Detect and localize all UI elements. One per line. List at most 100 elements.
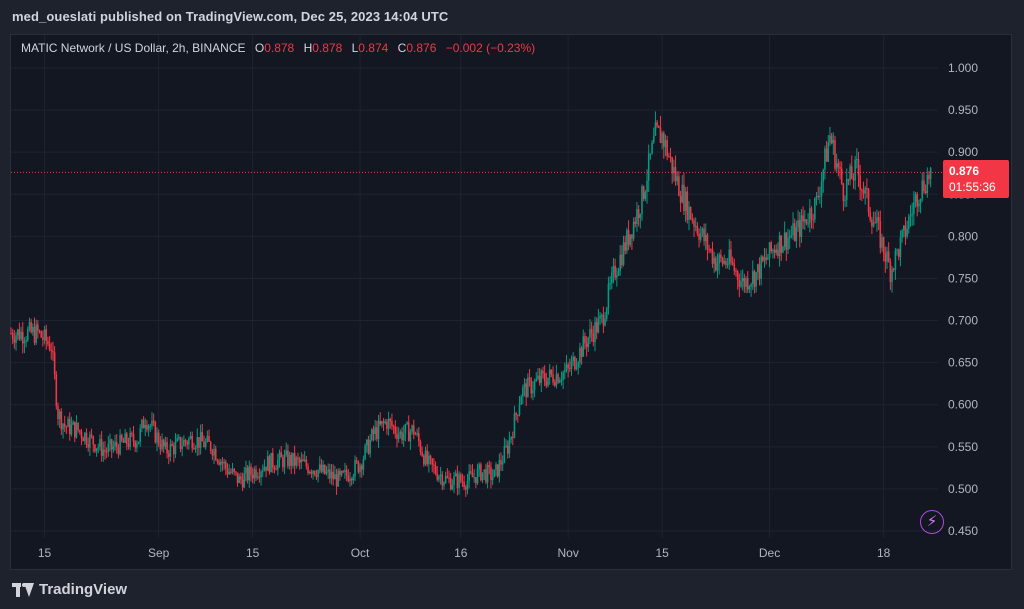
close-label: C [397, 41, 407, 55]
candle-body [221, 461, 224, 464]
candle-body [595, 322, 598, 333]
candle-body [815, 196, 818, 198]
candle-body [731, 262, 734, 265]
candle-body [892, 268, 895, 270]
candle-body [218, 461, 220, 465]
candle-body [416, 433, 418, 435]
candle-body [209, 441, 212, 452]
candle-body [329, 469, 331, 479]
y-tick-label: 1.000 [948, 61, 978, 75]
candle-body [716, 263, 719, 271]
candle-body [493, 469, 496, 478]
candle-body [565, 364, 568, 371]
candle-body [102, 449, 105, 456]
candle-body [459, 474, 462, 482]
candle-body [384, 421, 387, 424]
candle-body [417, 433, 420, 442]
candle-body [20, 331, 22, 340]
candle-body [389, 418, 392, 421]
candle-body [743, 277, 746, 288]
candle-body [511, 436, 514, 438]
candle-body [287, 450, 289, 467]
candle-body [668, 156, 670, 158]
candle-body [439, 474, 442, 477]
candle-body [542, 370, 544, 374]
candle-body [167, 453, 170, 457]
candle-body [129, 432, 131, 447]
last-price-tag: 0.876 01:55:36 [943, 160, 1009, 198]
candle-body [255, 469, 257, 478]
candle-body [832, 140, 835, 144]
candle-body [867, 189, 870, 213]
candle-body [172, 445, 175, 455]
candle-body [193, 448, 195, 450]
candle-body [580, 347, 583, 357]
candle-body [728, 249, 731, 265]
candle-body [527, 377, 529, 398]
candle-body [612, 265, 615, 273]
tradingview-brand[interactable]: TradingView [12, 581, 127, 598]
candle-body [302, 459, 304, 462]
chart-frame[interactable] [10, 34, 1012, 570]
candle-body [372, 429, 375, 434]
candle-body [592, 333, 595, 343]
x-tick-label: Dec [759, 546, 780, 560]
candle-body [619, 254, 621, 272]
candle-body [475, 477, 477, 484]
candle-body [517, 414, 519, 416]
candle-body [652, 135, 655, 143]
candle-body [322, 464, 324, 472]
candle-body [347, 475, 350, 482]
candle-body [367, 439, 370, 454]
candle-body [783, 232, 786, 247]
candle-body [421, 452, 423, 456]
candle-body [919, 198, 922, 204]
candle-body [646, 180, 648, 193]
candle-body [25, 340, 27, 342]
candle-body [236, 472, 239, 483]
lightning-icon[interactable]: ⚡ [920, 510, 944, 534]
candle-body [449, 478, 452, 490]
candle-body [402, 433, 405, 441]
candle-body [683, 184, 685, 212]
candle-body [278, 452, 281, 460]
candle-body [463, 481, 465, 488]
candle-body [448, 477, 450, 479]
candle-body [30, 322, 32, 333]
candle-body [496, 464, 499, 477]
candle-body [120, 435, 123, 441]
candle-body [924, 191, 927, 194]
candle-body [738, 280, 741, 287]
candle-body [11, 333, 14, 339]
candle-body [312, 470, 314, 474]
candle-body [755, 272, 757, 287]
candle-body [303, 459, 306, 462]
candle-body [532, 389, 534, 394]
candle-body [387, 418, 390, 429]
candle-body [414, 434, 417, 436]
candle-body [751, 271, 754, 284]
candle-body [23, 341, 26, 344]
candle-body [381, 421, 383, 425]
candle-body [365, 439, 368, 446]
candle-body [70, 424, 73, 435]
candle-body [47, 341, 49, 344]
candle-body [476, 469, 479, 484]
candle-body [616, 275, 618, 278]
candle-body [577, 362, 580, 367]
candle-body [679, 196, 682, 203]
candle-body [275, 469, 277, 471]
candle-body [881, 237, 883, 248]
candle-body [350, 479, 353, 481]
candle-body [691, 219, 694, 221]
candle-body [921, 180, 924, 199]
x-tick-label: Sep [148, 546, 170, 560]
candle-body [371, 429, 373, 440]
candle-body [491, 477, 494, 480]
candle-body [451, 485, 454, 490]
candle-body [298, 459, 301, 463]
candle-body [104, 449, 106, 452]
candle-body [208, 435, 210, 442]
candle-body [33, 326, 36, 343]
